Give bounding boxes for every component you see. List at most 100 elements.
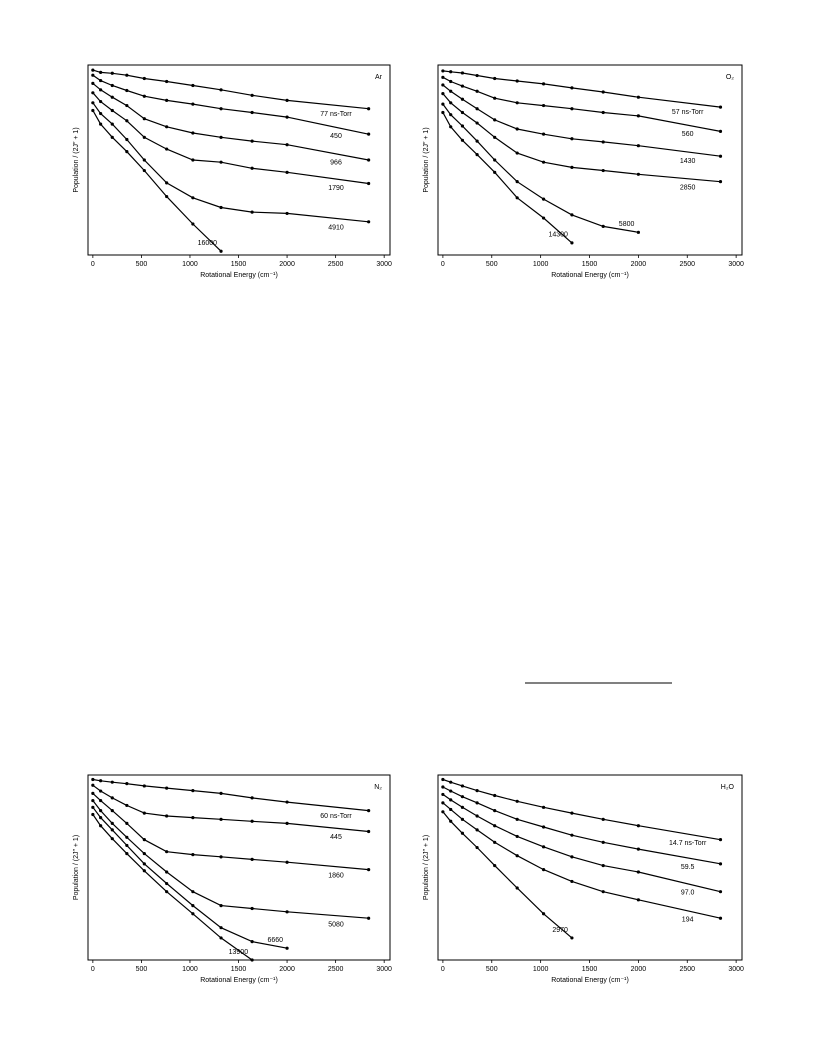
- x-tick-label: 1500: [582, 261, 598, 268]
- data-point: [367, 181, 371, 186]
- chart: H₂O 0 500 1000 1500 2000 2500 3000 Rotational En…: [423, 774, 744, 984]
- x-tick-label: 1000: [182, 966, 198, 973]
- data-point: [367, 107, 371, 111]
- chart-title: Ar: [375, 74, 383, 81]
- data-point: [367, 158, 371, 162]
- x-tick-label: 3000: [728, 261, 744, 268]
- chart-title: N₂: [374, 784, 382, 791]
- x-tick-label: 500: [136, 261, 148, 268]
- series-label: 6660: [267, 937, 283, 944]
- x-axis-label: Rotational Energy (cm⁻¹): [200, 272, 278, 279]
- chart: Ar 0 500 1000 1500 2000 2500 3000 Rotational Ene…: [73, 64, 392, 279]
- fit-line: [442, 93, 721, 183]
- series-label: 1860: [328, 873, 344, 880]
- data-point: [367, 916, 371, 920]
- x-tick-label: 2500: [679, 966, 695, 973]
- fit-line: [92, 69, 369, 110]
- data-point: [91, 777, 95, 782]
- x-tick-label: 2000: [279, 261, 295, 268]
- fit-line: [92, 110, 222, 252]
- series-label: 16000: [198, 240, 218, 247]
- fit-line: [92, 102, 369, 223]
- series-label: 77 ns-Torr: [320, 111, 352, 118]
- data-point: [718, 154, 723, 158]
- chart-title: O₂: [726, 74, 734, 81]
- chart-title: H₂O: [721, 784, 735, 791]
- x-axis-label: Rotational Energy (cm⁻¹): [551, 977, 629, 984]
- x-tick-label: 2500: [328, 261, 344, 268]
- series-label: 5080: [328, 922, 344, 929]
- data-point: [441, 69, 445, 73]
- series-label: 59.5: [681, 864, 695, 871]
- chart: O₂ 0 500 1000 1500 2000 2500 3000 Rotational Ene…: [423, 64, 744, 279]
- x-tick-label: 3000: [728, 966, 744, 973]
- x-tick-label: 1000: [533, 966, 549, 973]
- fit-line: [442, 84, 721, 157]
- plot-frame: [87, 774, 391, 961]
- y-axis-label: Population / (2J″ + 1): [73, 127, 80, 192]
- series-label: 14300: [548, 232, 568, 239]
- series-label: 5800: [619, 221, 635, 228]
- x-tick-label: 0: [441, 261, 445, 268]
- data-point: [367, 808, 371, 813]
- y-axis-label: Population / (2J″ + 1): [423, 127, 430, 192]
- fit-line: [442, 811, 573, 939]
- plot-frame: [87, 64, 391, 256]
- series-label: 560: [682, 131, 694, 138]
- fit-line: [92, 792, 369, 871]
- x-tick-label: 500: [486, 261, 498, 268]
- x-tick-label: 3000: [376, 966, 392, 973]
- x-tick-label: 2000: [631, 261, 647, 268]
- fit-line: [442, 70, 721, 108]
- x-tick-label: 2500: [679, 261, 695, 268]
- x-tick-label: 1000: [182, 261, 198, 268]
- series-label: 4910: [328, 224, 344, 231]
- x-tick-label: 2000: [631, 966, 647, 973]
- plot-frame: [437, 64, 743, 256]
- data-point: [367, 132, 371, 136]
- series-label: 445: [330, 834, 342, 841]
- fit-line: [92, 784, 369, 833]
- x-tick-label: 500: [486, 966, 498, 973]
- x-tick-label: 1000: [533, 261, 549, 268]
- x-tick-label: 0: [441, 966, 445, 973]
- x-axis-label: Rotational Energy (cm⁻¹): [551, 272, 629, 279]
- series-label: 194: [682, 917, 694, 924]
- series-label: 450: [330, 133, 342, 140]
- fit-line: [92, 82, 369, 161]
- x-tick-label: 500: [136, 966, 148, 973]
- fit-line: [442, 778, 721, 841]
- fit-line: [92, 74, 369, 135]
- x-tick-label: 0: [91, 966, 95, 973]
- data-point: [718, 862, 723, 866]
- plot-frame: [437, 774, 743, 961]
- fit-line: [92, 778, 369, 812]
- series-label: 97.0: [681, 890, 695, 897]
- y-axis-label: Population / (2J″ + 1): [73, 835, 80, 900]
- fit-line: [92, 814, 253, 961]
- series-label: 57 ns-Torr: [672, 109, 704, 116]
- fit-line: [442, 786, 721, 865]
- series-label: 1430: [680, 158, 696, 165]
- chart: N₂ 0 500 1000 1500 2000 2500 3000 Rotational Ene…: [73, 774, 392, 984]
- data-point: [367, 868, 371, 872]
- series-label: 1790: [328, 185, 344, 192]
- y-axis-label: Population / (2J″ + 1): [423, 835, 430, 900]
- series-label: 2970: [552, 927, 568, 934]
- series-label: 60 ns-Torr: [320, 813, 352, 820]
- fit-line: [442, 802, 721, 919]
- x-axis-label: Rotational Energy (cm⁻¹): [200, 977, 278, 984]
- fit-line: [442, 112, 573, 244]
- series-label: 2850: [680, 185, 696, 192]
- series-label: 14.7 ns-Torr: [669, 840, 707, 847]
- fit-line: [442, 103, 639, 233]
- x-tick-label: 2500: [328, 966, 344, 973]
- fit-line: [442, 793, 721, 893]
- series-label: 13900: [229, 949, 249, 956]
- fit-line: [92, 800, 369, 919]
- fit-line: [92, 806, 288, 949]
- x-tick-label: 1500: [582, 966, 598, 973]
- series-label: 966: [330, 160, 342, 167]
